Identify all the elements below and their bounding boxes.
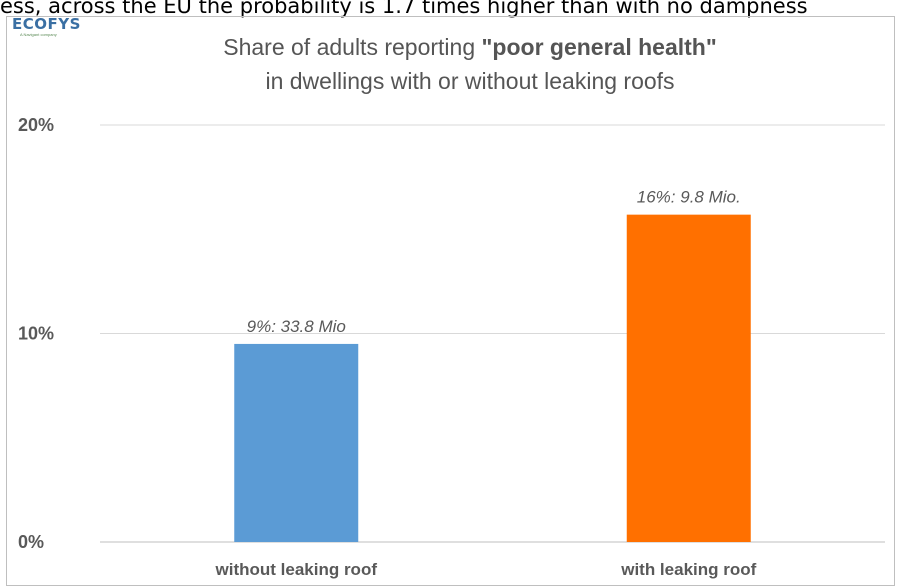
x-tick-label: without leaking roof bbox=[215, 560, 378, 579]
logo-text: ECOFYS bbox=[12, 15, 81, 33]
y-tick-label: 0% bbox=[18, 532, 44, 552]
chart-title: Share of adults reporting "poor general … bbox=[110, 30, 830, 98]
x-tick-label: with leaking roof bbox=[620, 560, 756, 579]
y-tick-label: 10% bbox=[18, 324, 54, 344]
title-prefix: Share of adults reporting bbox=[223, 34, 482, 60]
chart-frame bbox=[6, 16, 895, 586]
x-axis-categories: without leaking roof with leaking roof bbox=[215, 560, 757, 579]
logo-subtext: A Navigant company bbox=[20, 32, 57, 37]
grid-lines bbox=[100, 124, 885, 543]
title-line-1: Share of adults reporting "poor general … bbox=[110, 30, 830, 64]
data-labels: 9%: 33.8 Mio 16%: 9.8 Mio. bbox=[247, 188, 741, 336]
data-label: 9%: 33.8 Mio bbox=[247, 317, 346, 336]
title-emphasis: "poor general health" bbox=[481, 34, 717, 60]
title-line-2: in dwellings with or without leaking roo… bbox=[265, 68, 675, 94]
bars bbox=[234, 214, 751, 542]
bar bbox=[626, 214, 751, 542]
caption-text: ess, across the EU the probability is 1.… bbox=[0, 0, 808, 18]
y-axis-ticks: 0% 10% 20% bbox=[18, 115, 54, 552]
data-label: 16%: 9.8 Mio. bbox=[637, 188, 741, 207]
ecofys-logo: ECOFYS A Navigant company bbox=[12, 16, 81, 38]
y-tick-label: 20% bbox=[18, 115, 54, 135]
bar bbox=[234, 343, 359, 542]
